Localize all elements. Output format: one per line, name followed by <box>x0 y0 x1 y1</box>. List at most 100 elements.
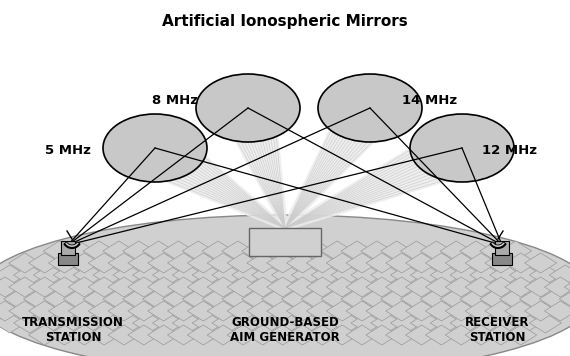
Polygon shape <box>366 301 398 321</box>
Polygon shape <box>202 289 234 309</box>
Polygon shape <box>28 253 60 273</box>
Polygon shape <box>306 325 339 345</box>
Polygon shape <box>287 277 319 297</box>
Polygon shape <box>500 241 532 261</box>
Polygon shape <box>48 277 80 297</box>
Polygon shape <box>162 289 194 309</box>
Polygon shape <box>366 325 398 345</box>
Polygon shape <box>410 265 442 285</box>
Polygon shape <box>302 289 333 309</box>
Polygon shape <box>271 265 303 285</box>
Polygon shape <box>430 313 462 333</box>
Wedge shape <box>64 242 80 248</box>
Polygon shape <box>321 289 353 309</box>
Polygon shape <box>188 253 219 273</box>
Polygon shape <box>14 265 46 285</box>
Polygon shape <box>306 301 339 321</box>
Polygon shape <box>485 325 517 345</box>
Polygon shape <box>287 253 319 273</box>
Polygon shape <box>113 313 145 333</box>
Ellipse shape <box>103 114 207 182</box>
Polygon shape <box>346 253 378 273</box>
Polygon shape <box>370 313 403 333</box>
Polygon shape <box>3 289 36 309</box>
Polygon shape <box>14 313 46 333</box>
Polygon shape <box>445 325 477 345</box>
Polygon shape <box>470 265 502 285</box>
Polygon shape <box>148 301 180 321</box>
Polygon shape <box>346 325 378 345</box>
Polygon shape <box>182 289 214 309</box>
Polygon shape <box>470 313 502 333</box>
Polygon shape <box>465 253 497 273</box>
Ellipse shape <box>196 74 300 142</box>
Polygon shape <box>188 301 219 321</box>
Polygon shape <box>262 241 294 261</box>
Polygon shape <box>425 253 457 273</box>
Polygon shape <box>43 289 75 309</box>
Polygon shape <box>88 325 120 345</box>
Polygon shape <box>524 253 556 273</box>
Polygon shape <box>0 289 16 309</box>
Bar <box>61 241 75 255</box>
Polygon shape <box>311 265 343 285</box>
Polygon shape <box>490 265 522 285</box>
Polygon shape <box>168 277 199 297</box>
Polygon shape <box>366 277 398 297</box>
Polygon shape <box>123 289 154 309</box>
Text: Artificial Ionospheric Mirrors: Artificial Ionospheric Mirrors <box>162 14 408 29</box>
Polygon shape <box>510 313 542 333</box>
Polygon shape <box>28 277 60 297</box>
Polygon shape <box>103 289 135 309</box>
Polygon shape <box>539 289 570 309</box>
Polygon shape <box>445 253 477 273</box>
Polygon shape <box>247 301 279 321</box>
Polygon shape <box>267 277 299 297</box>
Polygon shape <box>460 289 492 309</box>
Polygon shape <box>232 313 264 333</box>
Polygon shape <box>83 289 115 309</box>
Polygon shape <box>212 313 244 333</box>
Polygon shape <box>485 277 517 297</box>
Polygon shape <box>153 265 185 285</box>
Polygon shape <box>440 289 472 309</box>
Polygon shape <box>148 277 180 297</box>
Polygon shape <box>0 277 21 297</box>
Polygon shape <box>530 313 561 333</box>
Text: TRANSMISSION
STATION: TRANSMISSION STATION <box>22 316 124 344</box>
Polygon shape <box>28 325 60 345</box>
Polygon shape <box>148 253 180 273</box>
Polygon shape <box>480 241 512 261</box>
Polygon shape <box>564 277 570 297</box>
Polygon shape <box>287 301 319 321</box>
Polygon shape <box>103 241 135 261</box>
Polygon shape <box>68 301 100 321</box>
Polygon shape <box>460 241 492 261</box>
Polygon shape <box>351 265 383 285</box>
Polygon shape <box>168 325 199 345</box>
Polygon shape <box>406 277 438 297</box>
Polygon shape <box>247 277 279 297</box>
Polygon shape <box>351 313 383 333</box>
Polygon shape <box>559 289 570 309</box>
Polygon shape <box>311 313 343 333</box>
Polygon shape <box>505 325 537 345</box>
Polygon shape <box>188 277 219 297</box>
Polygon shape <box>401 241 433 261</box>
Polygon shape <box>207 301 239 321</box>
Polygon shape <box>544 277 570 297</box>
Polygon shape <box>267 253 299 273</box>
Polygon shape <box>133 265 165 285</box>
Polygon shape <box>425 277 457 297</box>
Polygon shape <box>450 313 482 333</box>
Polygon shape <box>108 277 140 297</box>
Polygon shape <box>361 241 393 261</box>
Polygon shape <box>73 313 105 333</box>
Polygon shape <box>267 325 299 345</box>
Polygon shape <box>192 265 224 285</box>
Polygon shape <box>162 241 194 261</box>
Polygon shape <box>34 313 66 333</box>
Polygon shape <box>283 92 393 230</box>
Polygon shape <box>128 325 160 345</box>
Polygon shape <box>207 325 239 345</box>
